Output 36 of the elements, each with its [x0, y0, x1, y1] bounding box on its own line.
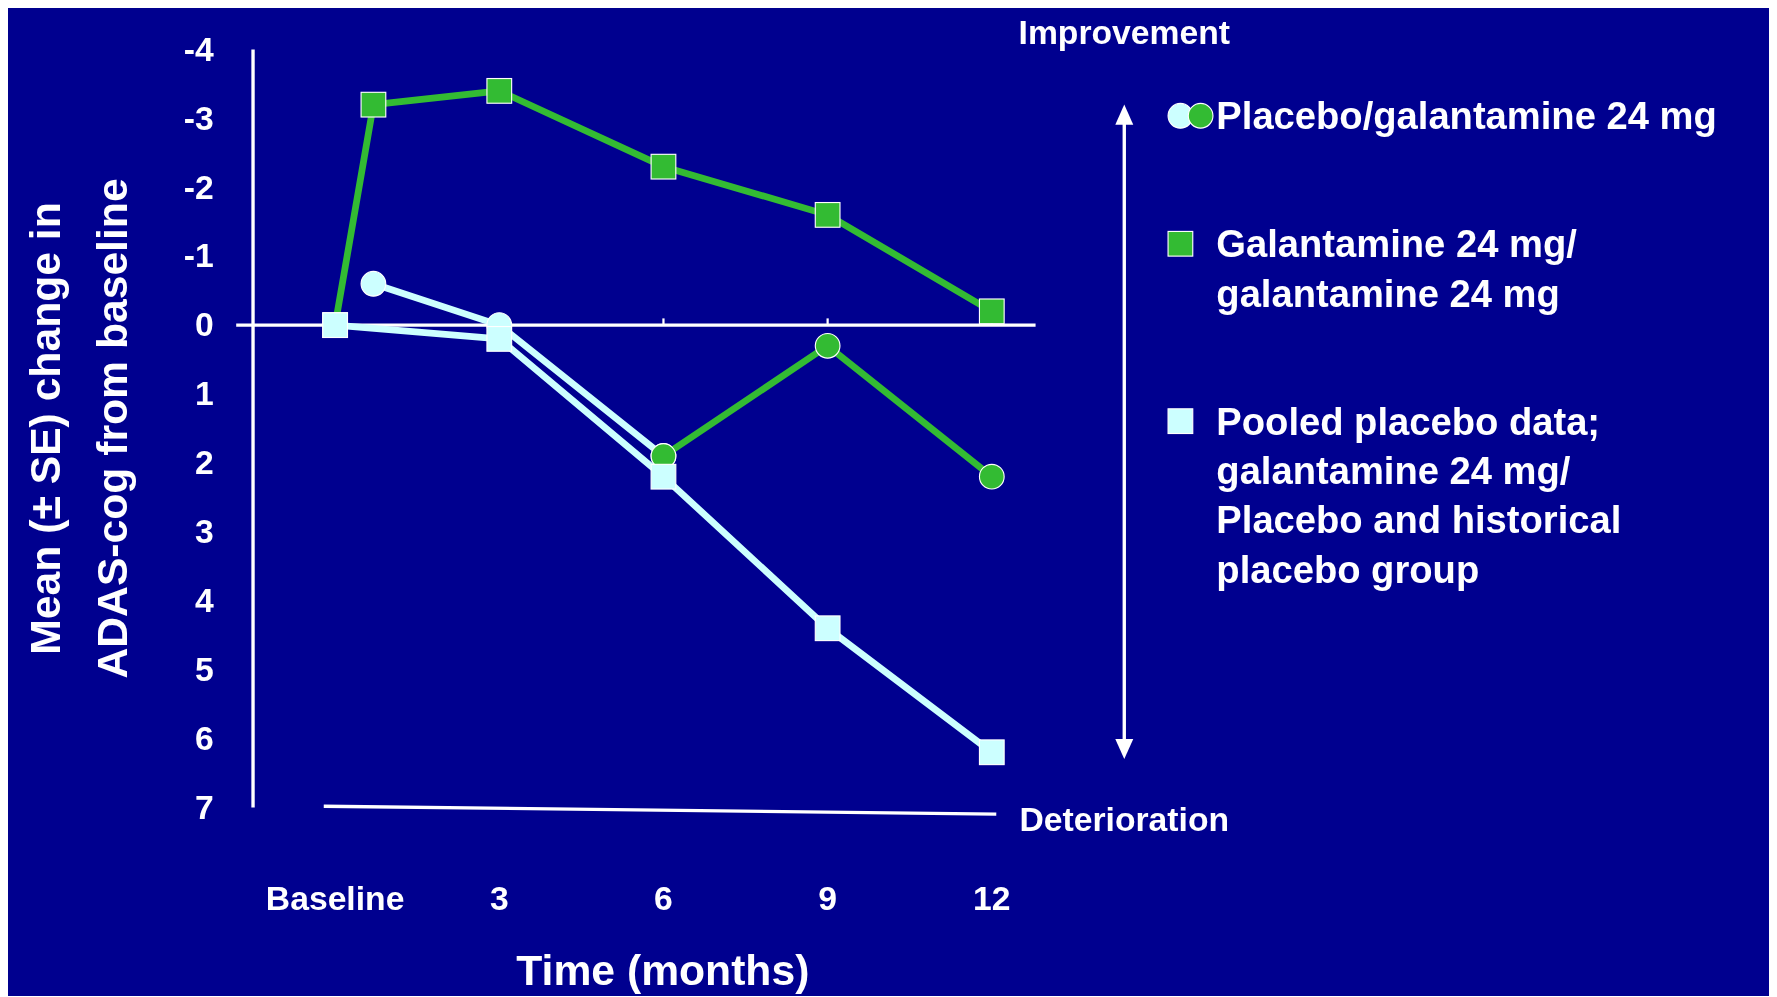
y-tick-label: -4 [183, 30, 214, 68]
point [650, 153, 677, 180]
legend-label: Galantamine 24 mg/ galantamine 24 mg [1216, 222, 1578, 315]
point [978, 463, 1005, 490]
point [978, 739, 1005, 766]
legend-label: Pooled placebo data; galantamine 24 mg/ Placebo and historical placebo group [1216, 399, 1622, 591]
point [978, 298, 1005, 325]
y-tick-label: -2 [183, 168, 214, 206]
x-axis-title: Time (months) [516, 945, 810, 994]
x-tick-label: 3 [489, 879, 509, 917]
y-tick-label: 4 [195, 581, 215, 619]
point [814, 615, 841, 642]
point [360, 91, 387, 118]
x-tick-label: 12 [973, 879, 1011, 917]
y-tick-label: 3 [195, 513, 214, 551]
x-tick-label: Baseline [265, 879, 405, 917]
point [486, 325, 513, 352]
y-tick-label: -3 [183, 99, 214, 137]
y-tick-label: 6 [195, 719, 214, 757]
point [650, 463, 677, 490]
annotation: Improvement [1018, 13, 1230, 51]
point [814, 201, 841, 228]
y-tick-label: -1 [183, 237, 214, 275]
point [360, 270, 387, 297]
point [814, 332, 841, 359]
y-tick-label: 7 [195, 788, 214, 826]
point [486, 77, 513, 104]
y-tick-label: 1 [195, 375, 214, 413]
x-tick-label: 6 [654, 879, 673, 917]
x-tick-label: 9 [818, 879, 837, 917]
y-axis-title: Mean (± SE) change in ADAS-cog from baseline [20, 178, 137, 679]
y-tick-label: 0 [195, 306, 214, 344]
legend-label: Placebo/galantamine 24 mg [1216, 94, 1717, 138]
y-tick-label: 2 [195, 444, 214, 482]
annotation: Deterioration [1019, 800, 1230, 838]
y-tick-label: 5 [195, 650, 214, 688]
